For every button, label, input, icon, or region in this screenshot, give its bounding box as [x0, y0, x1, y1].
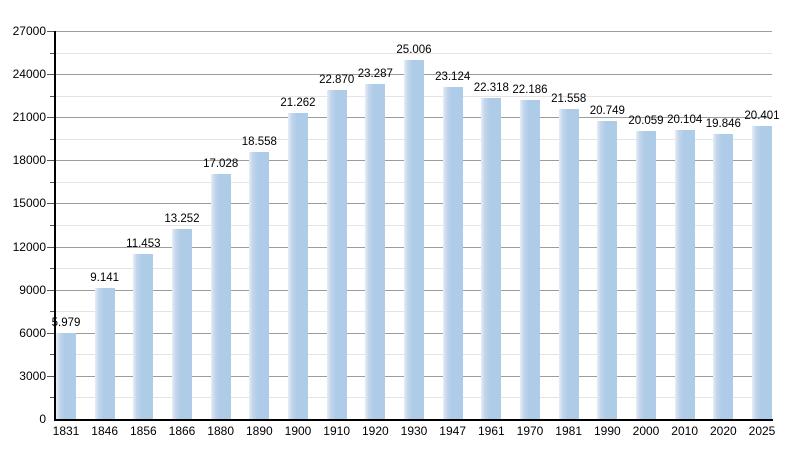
bar-value-label: 20.401: [744, 109, 780, 122]
y-axis-major-tick: [47, 117, 54, 119]
y-axis-major-tick: [47, 289, 54, 291]
bar-value-label: 23.124: [435, 70, 471, 83]
bar-1970: [520, 100, 540, 419]
bar-value-label: 22.186: [512, 84, 548, 97]
y-axis-minor-tick: [50, 181, 54, 183]
y-axis-minor-tick: [50, 138, 54, 140]
bar-value-label: 17.028: [203, 158, 239, 171]
bar-1831: [56, 333, 76, 419]
bar-1856: [133, 254, 154, 419]
bar-2025: [752, 125, 772, 419]
bar-value-label: 5.979: [51, 317, 81, 330]
bar-2000: [636, 130, 656, 419]
y-axis-line: [54, 31, 56, 421]
bar-1880: [210, 174, 231, 419]
y-axis-minor-tick: [50, 268, 54, 270]
bar-value-label: 22.318: [473, 82, 509, 95]
major-gridline: [56, 31, 772, 32]
bar-1990: [597, 120, 618, 419]
y-axis-tick-label: 6000: [19, 325, 46, 340]
x-axis-tick-label: 2010: [671, 424, 699, 438]
x-axis-tick-label: 1880: [207, 424, 235, 438]
bar-value-label: 22.870: [319, 74, 355, 87]
bar-value-label: 20.749: [589, 104, 625, 117]
plot-area: 5.979 9.141 11.453 13.252 17.028 18.558 21.262…: [52, 31, 780, 419]
x-axis-tick-label: 1856: [129, 424, 157, 438]
x-axis-tick-label: 2000: [632, 424, 660, 438]
x-axis-tick-label: 2020: [709, 424, 737, 438]
y-axis-tick-label: 12000: [12, 239, 46, 254]
y-axis-major-tick: [47, 203, 54, 205]
x-axis-tick-label: 1930: [400, 424, 428, 438]
y-axis-major-tick: [47, 160, 54, 162]
bar-value-label: 20.059: [628, 114, 664, 127]
bar-value-label: 19.846: [705, 117, 741, 130]
y-axis-tick-label: 9000: [19, 282, 46, 297]
y-axis-major-tick: [47, 31, 54, 32]
bar-1910: [326, 90, 347, 419]
bar-1920: [365, 84, 386, 419]
y-axis-tick-label: 3000: [19, 368, 46, 383]
x-axis-tick-label: 1910: [323, 424, 351, 438]
x-axis-tick-label: 1920: [361, 424, 389, 438]
bar-1900: [288, 113, 308, 419]
x-axis-tick-label: 1846: [91, 424, 119, 438]
x-axis-line: [54, 419, 773, 421]
y-axis-tick-label: 24000: [12, 67, 46, 82]
y-axis-tick-label: 27000: [12, 24, 46, 38]
bar-value-label: 20.104: [667, 114, 703, 127]
y-axis-minor-tick: [50, 397, 54, 399]
x-axis-tick-label: 1970: [516, 424, 544, 438]
bar-1930: [404, 59, 424, 419]
bar-value-label: 21.262: [280, 97, 316, 110]
x-axis-tick-label: 1866: [168, 424, 196, 438]
y-axis-major-tick: [47, 246, 54, 248]
bar-1961: [481, 98, 502, 419]
bar-value-label: 9.141: [90, 271, 120, 284]
bar-value-label: 25.006: [396, 43, 432, 56]
y-axis-minor-tick: [50, 311, 54, 313]
x-axis-tick-label: 2025: [748, 424, 776, 438]
y-axis-minor-tick: [50, 52, 54, 54]
y-axis-tick-label: 18000: [12, 153, 46, 168]
y-axis-major-tick: [47, 375, 54, 377]
y-axis-major-tick: [47, 332, 54, 334]
x-axis-tick-label: 1981: [555, 424, 583, 438]
bar-1846: [94, 287, 115, 419]
y-axis-tick-label: 15000: [12, 196, 46, 211]
minor-gridline: [56, 52, 772, 54]
x-axis-tick-label: 1900: [284, 424, 312, 438]
bar-1890: [249, 152, 270, 419]
bar-1866: [172, 228, 192, 419]
bar-value-label: 21.558: [551, 93, 587, 106]
y-axis-major-tick: [47, 74, 54, 76]
bar-2010: [674, 130, 695, 419]
x-axis-tick-label: 1990: [593, 424, 621, 438]
bar-value-label: 13.252: [164, 212, 200, 225]
bar-1947: [442, 86, 463, 419]
bar-value-label: 23.287: [357, 68, 393, 81]
x-axis-tick-label: 1831: [52, 424, 80, 438]
x-axis-tick-label: 1890: [245, 424, 273, 438]
y-axis-minor-tick: [50, 354, 54, 356]
y-axis-minor-tick: [50, 225, 54, 226]
x-axis-tick-label: 1961: [477, 424, 505, 438]
bar-1981: [558, 109, 579, 419]
bar-value-label: 18.558: [241, 136, 277, 149]
y-axis-minor-tick: [50, 95, 54, 97]
y-axis-tick-label: 0: [39, 412, 46, 426]
bar-2020: [713, 133, 734, 419]
x-axis-tick-label: 1947: [439, 424, 467, 438]
bar-value-label: 11.453: [126, 238, 161, 251]
y-axis-tick-label: 21000: [12, 110, 46, 125]
